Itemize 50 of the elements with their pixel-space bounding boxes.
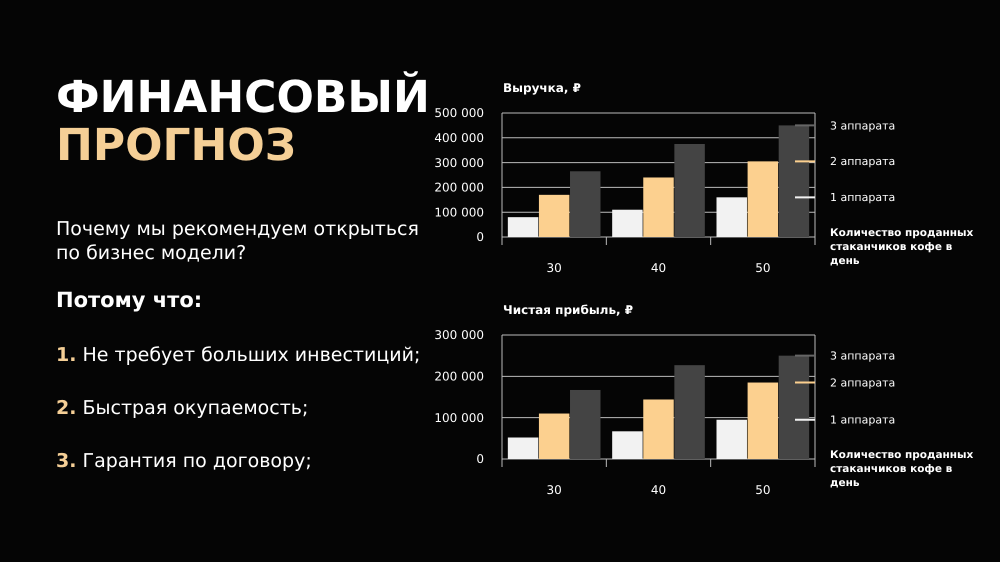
- series-label: 3 аппарата: [830, 350, 896, 363]
- x-tick-label: 50: [755, 483, 770, 497]
- text: Потому что:: [56, 288, 202, 312]
- legend-label: 1 аппарата: [830, 191, 896, 204]
- bar: [778, 356, 810, 459]
- chart-title: Выручка, ₽: [503, 81, 581, 95]
- x-tick-label: 50: [755, 261, 770, 275]
- x-axis-title: Количество проданных стаканчиков кофе в день: [830, 227, 974, 267]
- y-tick-label: 500 000: [434, 106, 484, 120]
- bar: [748, 161, 778, 237]
- y-tick-label: 400 000: [434, 131, 484, 145]
- x-tick-label: 30: [546, 483, 562, 497]
- bar: [643, 177, 674, 237]
- text: 1. Не требует больших инвестиций;: [56, 344, 420, 366]
- bar: [538, 194, 570, 237]
- bar: [674, 144, 705, 237]
- bar: [643, 399, 674, 459]
- legend-label: 1 аппарата: [830, 414, 896, 427]
- bar: [674, 365, 705, 459]
- bar: [716, 197, 747, 237]
- x-tick-label: 40: [650, 483, 666, 497]
- y-tick-label: 0: [476, 452, 484, 466]
- bar: [570, 390, 600, 459]
- y-tick-label: 300 000: [434, 328, 484, 342]
- bar: [538, 414, 570, 459]
- x-axis-title: Количество проданных стаканчиков кофе в день: [830, 449, 974, 489]
- y-tick-label: 0: [476, 230, 484, 244]
- text: 2. Быстрая окупаемость;: [56, 397, 308, 419]
- bar: [716, 420, 747, 459]
- bar: [508, 217, 538, 237]
- bar: [508, 438, 538, 459]
- legend-label: 2 аппарата: [830, 155, 896, 168]
- chart-title: Чистая прибыль, ₽: [503, 303, 634, 317]
- x-tick-label: 30: [546, 261, 562, 275]
- text: Почему мы рекомендуем открыться по бизнес модели?: [56, 218, 419, 264]
- y-tick-label: 100 000: [434, 410, 484, 425]
- bar: [570, 171, 600, 237]
- y-tick-label: 100 000: [434, 205, 484, 220]
- y-tick-label: 300 000: [434, 156, 484, 170]
- bar: [748, 382, 778, 459]
- text: 3. Гарантия по договору;: [56, 450, 312, 472]
- series-label: 3 аппарата: [830, 119, 896, 132]
- bar: [612, 431, 643, 459]
- text: ФИНАНСОВЫЙ ПРОГНОЗ: [56, 71, 430, 171]
- bar: [778, 125, 810, 237]
- x-tick-label: 40: [650, 261, 666, 275]
- legend-label: 2 аппарата: [830, 376, 896, 390]
- y-tick-label: 200 000: [434, 180, 484, 195]
- y-tick-label: 200 000: [434, 370, 484, 384]
- bar: [612, 210, 643, 237]
